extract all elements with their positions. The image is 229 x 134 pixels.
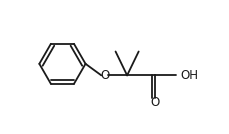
Text: O: O — [100, 69, 109, 82]
Text: OH: OH — [180, 69, 197, 82]
Text: O: O — [150, 96, 159, 109]
